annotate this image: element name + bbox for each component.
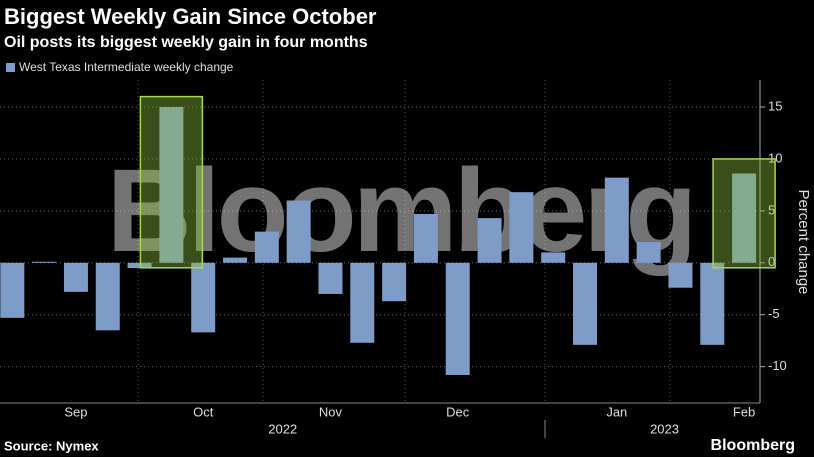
chart-title: Biggest Weekly Gain Since October [4, 4, 377, 29]
y-axis-label: Percent change [795, 189, 812, 294]
y-tick-label: 0 [768, 254, 775, 269]
bar [63, 262, 88, 292]
bar [382, 262, 407, 302]
legend-swatch [6, 63, 15, 72]
bar [223, 257, 248, 263]
bar [573, 262, 598, 345]
bar [127, 262, 152, 268]
bar [95, 262, 120, 331]
highlight-box [139, 95, 204, 269]
bar [32, 261, 57, 263]
bar [0, 262, 25, 318]
x-tick-label: Oct [193, 404, 214, 419]
x-tick-label: Feb [733, 404, 755, 419]
bar [286, 200, 311, 263]
x-tick-label: Nov [319, 404, 343, 419]
x-tick-label: Sep [64, 404, 87, 419]
watermark: Bloomberg [107, 145, 694, 277]
year-label: 2023 [650, 421, 679, 436]
bar [254, 231, 279, 263]
bar [604, 177, 629, 263]
chart-subtitle: Oil posts its biggest weekly gain in fou… [4, 34, 368, 51]
y-tick-label: 5 [768, 202, 775, 217]
legend-label: West Texas Intermediate weekly change [19, 60, 234, 74]
bar [350, 262, 375, 343]
bar [700, 262, 725, 345]
bar [191, 262, 216, 333]
y-tick-label: 10 [768, 150, 782, 165]
logo: Bloomberg [711, 437, 795, 454]
highlight-box [712, 158, 776, 269]
bar [732, 173, 757, 263]
bar [445, 262, 470, 375]
bar [413, 213, 438, 263]
bar [668, 262, 693, 288]
y-tick-label: 15 [768, 98, 782, 113]
y-tick-label: -10 [768, 358, 787, 373]
x-tick-label: Jan [606, 404, 627, 419]
bar [318, 262, 343, 294]
source: Source: Nymex [4, 438, 99, 453]
bar [477, 218, 502, 263]
bar [636, 242, 661, 263]
bar [509, 192, 534, 263]
bar [541, 252, 566, 263]
x-tick-label: Dec [446, 404, 470, 419]
year-label: 2022 [268, 421, 297, 436]
y-tick-label: -5 [768, 306, 780, 321]
bar [159, 107, 184, 263]
